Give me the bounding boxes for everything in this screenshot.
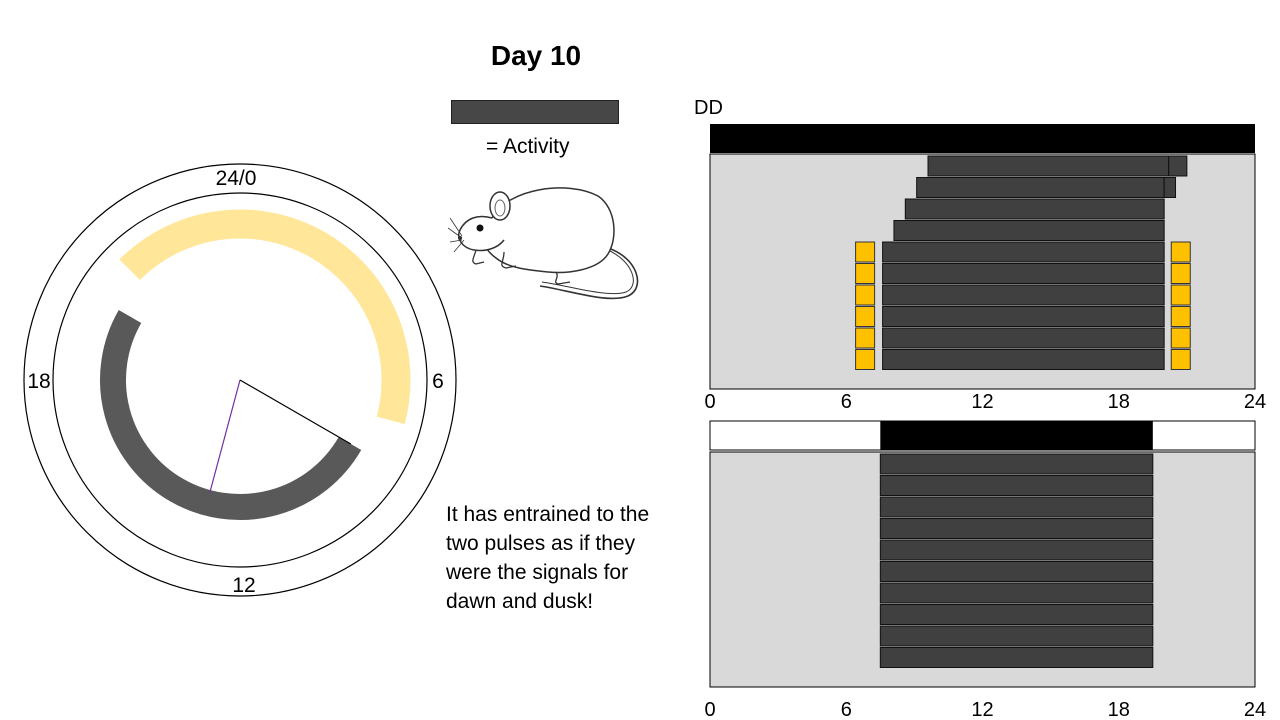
light-pulse xyxy=(1170,241,1191,263)
activity-bar xyxy=(882,327,1165,349)
light-pulse xyxy=(855,306,876,327)
activity-bar xyxy=(879,561,1154,582)
light-pulse xyxy=(1170,327,1191,349)
light-pulse xyxy=(1170,349,1191,370)
activity-bar xyxy=(882,263,1165,284)
caption-line: It has entrained to the xyxy=(446,503,650,526)
clock-label-top: 24/0 xyxy=(216,167,257,190)
actogram-ld: 0 6 12 18 24 xyxy=(704,420,1266,720)
clock-label-left: 18 xyxy=(27,370,50,393)
light-arc xyxy=(119,209,411,425)
clock-hand-pulse xyxy=(239,379,352,445)
activity-bar xyxy=(893,220,1165,241)
activity-bar xyxy=(879,604,1154,625)
activity-bar xyxy=(882,284,1165,306)
activity-bar xyxy=(879,539,1154,561)
mouse-illustration xyxy=(448,187,639,300)
light-pulse xyxy=(1170,263,1191,284)
activity-bar xyxy=(879,625,1154,647)
activity-bar xyxy=(879,496,1154,518)
x-tick-label: 0 xyxy=(704,699,715,720)
ld-dark-phase xyxy=(880,421,1153,450)
x-tick-label: 24 xyxy=(1244,391,1266,413)
circadian-clock: 24/0 6 12 18 xyxy=(23,163,457,597)
x-tick-label: 6 xyxy=(841,699,852,720)
light-pulse xyxy=(855,241,876,263)
activity-bar-overshoot xyxy=(1168,155,1188,177)
dd-dark-bar xyxy=(710,124,1255,153)
actogram-dd: 0 6 12 18 24 xyxy=(704,124,1266,413)
caption-line: dawn and dusk! xyxy=(446,590,594,613)
x-tick-label: 12 xyxy=(971,391,993,413)
caption-line: were the signals for xyxy=(446,561,629,584)
page-title: Day 10 xyxy=(490,40,582,71)
x-tick-label: 12 xyxy=(971,699,993,720)
activity-bar-overshoot xyxy=(1163,177,1177,198)
condition-label: DD xyxy=(694,97,723,119)
light-pulse xyxy=(855,263,876,284)
light-pulse xyxy=(1170,284,1191,306)
activity-arc xyxy=(100,310,362,520)
x-tick-label: 18 xyxy=(1108,699,1130,720)
activity-bar xyxy=(879,647,1154,668)
activity-bar xyxy=(882,306,1165,327)
activity-bar xyxy=(882,241,1165,263)
x-tick-label: 24 xyxy=(1244,699,1266,720)
light-pulse xyxy=(1170,306,1191,327)
activity-bar xyxy=(927,155,1170,177)
activity-bar xyxy=(882,349,1165,370)
clock-label-bottom: 12 xyxy=(232,574,255,597)
x-tick-label: 0 xyxy=(704,391,715,413)
x-tick-label: 6 xyxy=(841,391,852,413)
activity-bar xyxy=(879,582,1154,604)
clock-hand-activity-onset xyxy=(209,379,241,494)
activity-legend-swatch xyxy=(451,100,619,124)
activity-legend-label: = Activity xyxy=(486,135,570,158)
activity-bar xyxy=(879,475,1154,496)
activity-bar xyxy=(904,198,1165,220)
activity-bar xyxy=(879,518,1154,539)
activity-bar xyxy=(916,177,1165,198)
activity-bar xyxy=(879,453,1154,475)
clock-label-right: 6 xyxy=(432,370,444,393)
light-pulse xyxy=(855,327,876,349)
light-pulse xyxy=(855,284,876,306)
light-pulse xyxy=(855,349,876,370)
caption-text: It has entrained to the two pulses as if… xyxy=(446,500,686,616)
caption-line: two pulses as if they xyxy=(446,532,636,555)
x-tick-label: 18 xyxy=(1108,391,1130,413)
